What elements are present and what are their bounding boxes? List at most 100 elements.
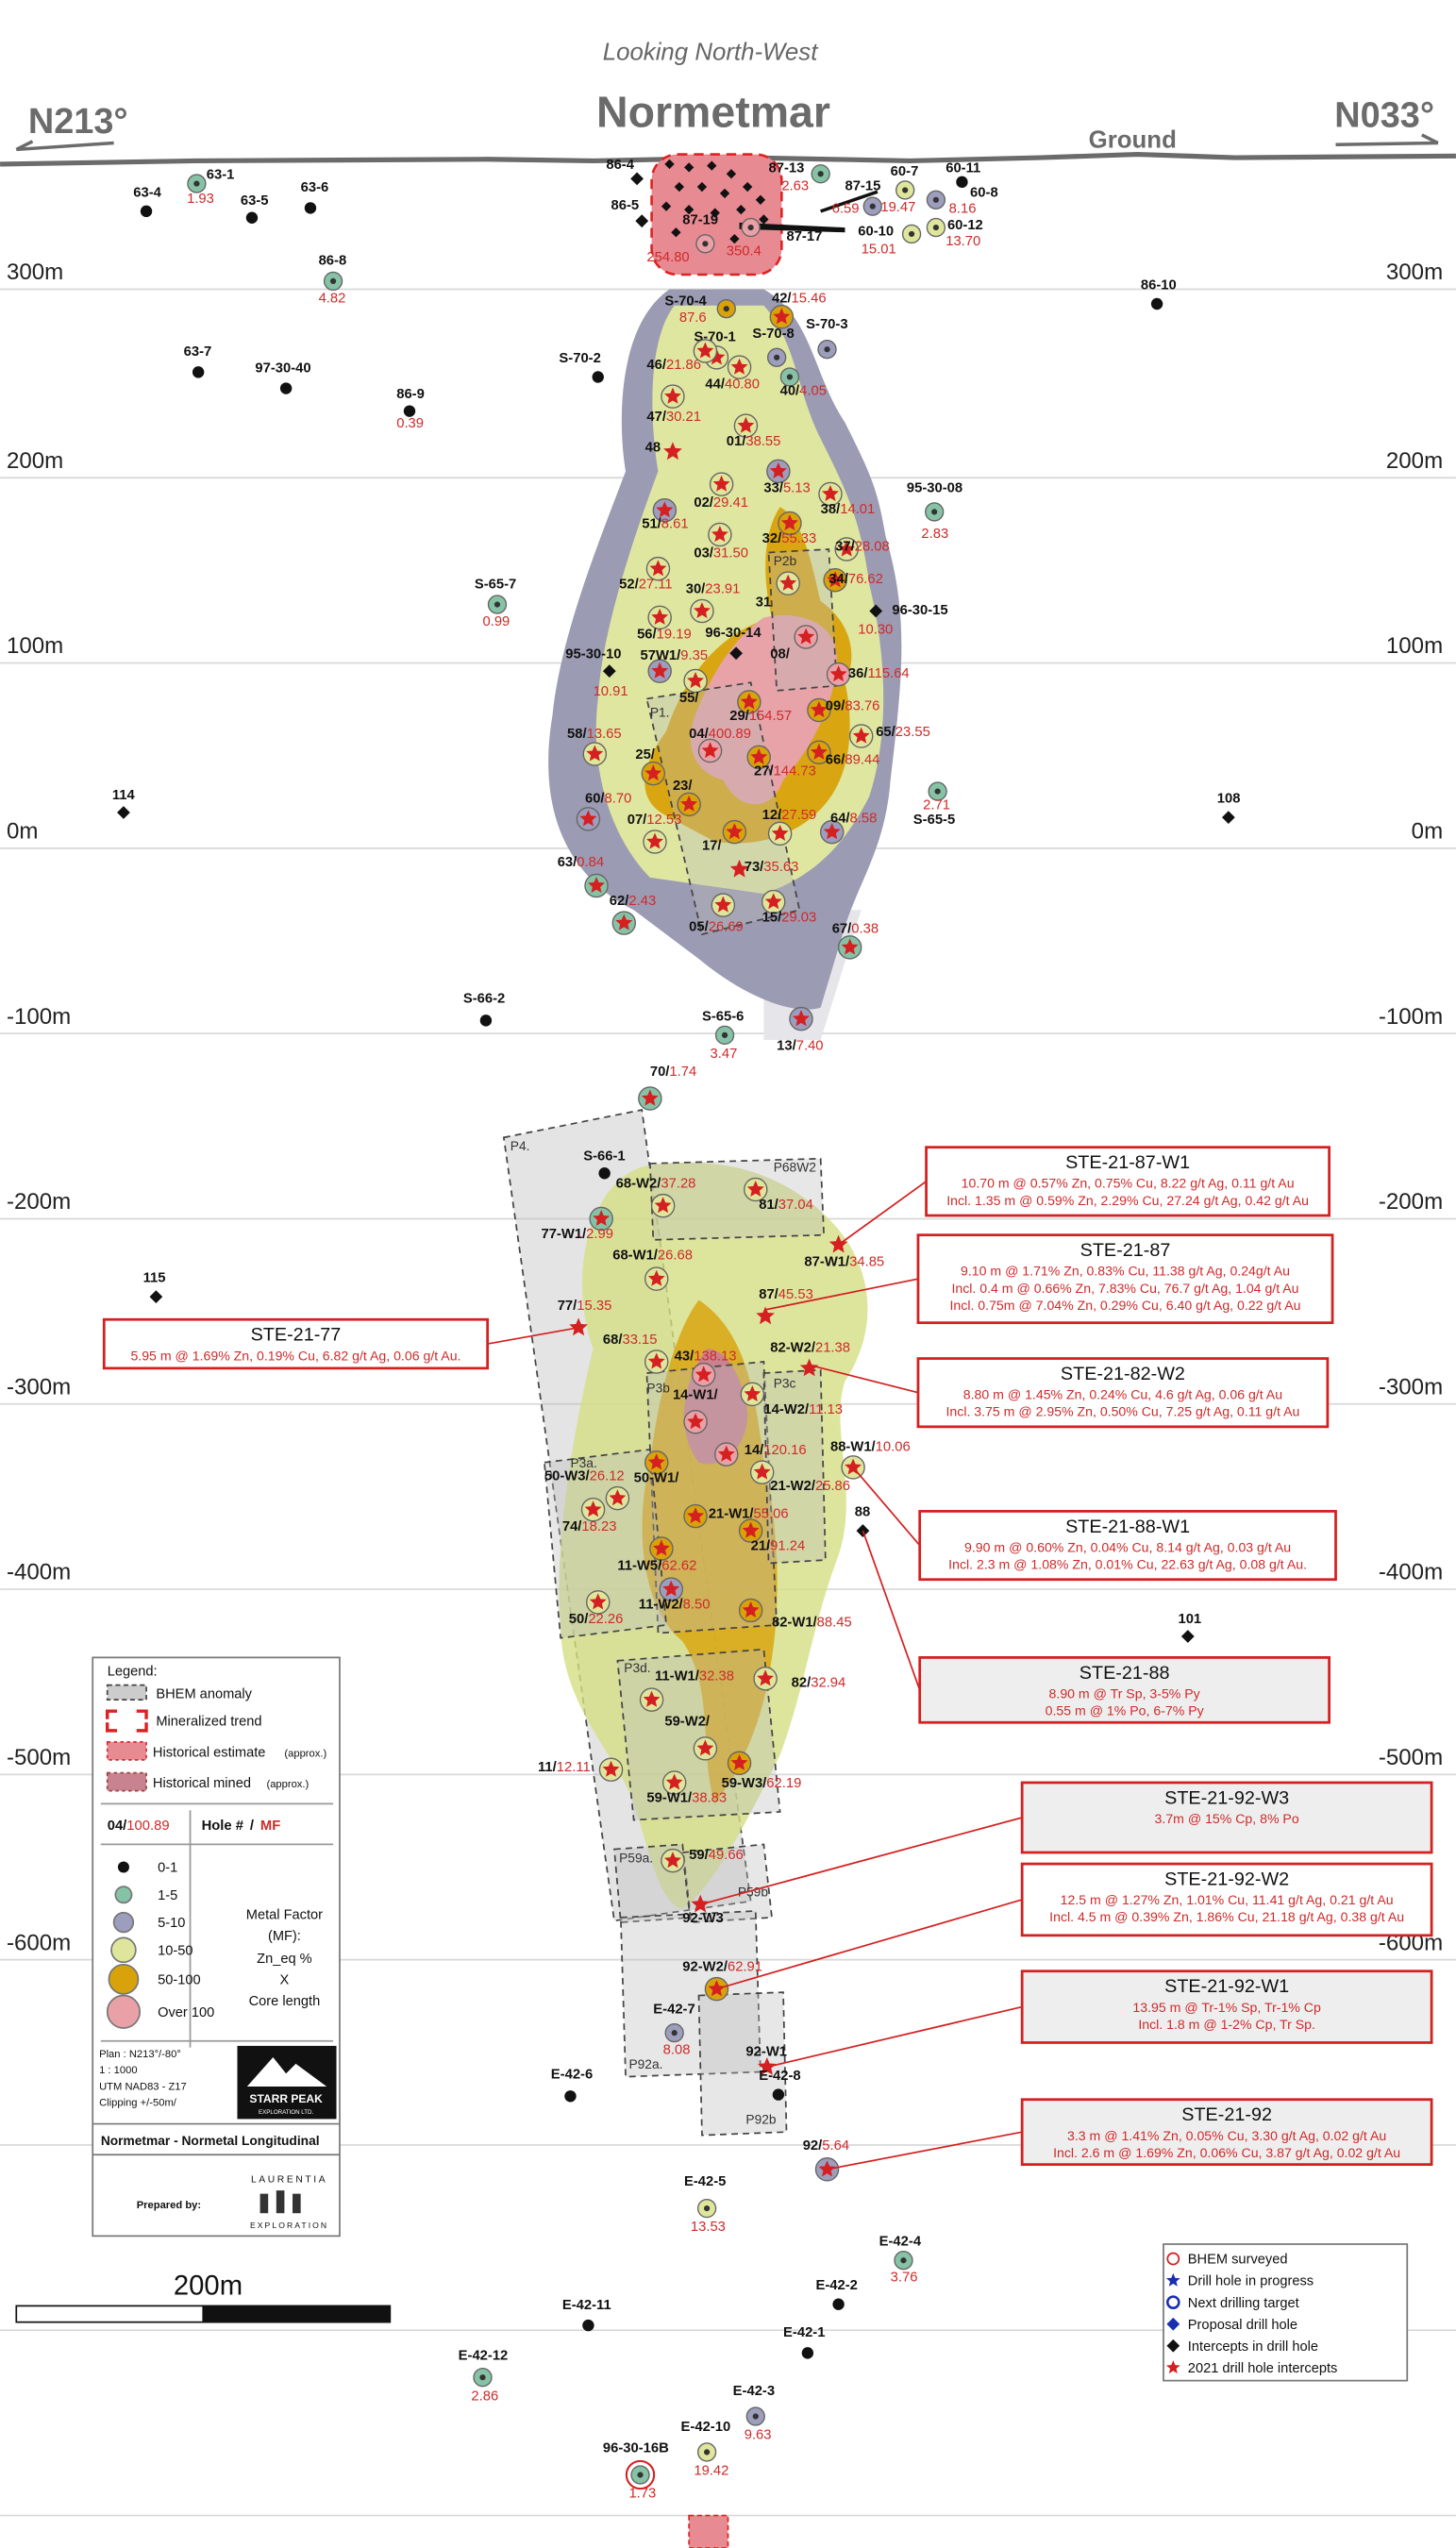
callout-line: Incl. 1.35 m @ 0.59% Zn, 2.29% Cu, 27.24… [946,1193,1309,1208]
hole-label: 87-15 [845,178,880,193]
callout-line: Incl. 3.75 m @ 2.95% Zn, 0.50% Cu, 7.25 … [946,1404,1300,1419]
hole-center [637,2472,644,2478]
hole-label: S-65-7 [475,577,516,592]
hole-center [723,306,729,312]
metal-factor: 8.50 [683,1598,711,1613]
symbol [1165,2295,1180,2309]
hole-label: 60-11 [946,161,980,176]
hole-id: 27/ [754,763,774,779]
hole-id: 46/ [646,358,666,373]
logo-text: EXPLORATION LTD. [259,2109,313,2116]
hole-label: E-42-1 [783,2325,825,2340]
class-swatch [110,1936,137,1964]
callout-line: 5.95 m @ 1.69% Zn, 0.19% Cu, 6.82 g/t Ag… [130,1348,460,1363]
zone-label: P3b [646,1382,670,1396]
hole-label: 86-4 [606,158,634,173]
class-label: 1-5 [158,1888,177,1903]
metal-factor: 1.73 [628,2487,656,2502]
metal-factor: 25.86 [815,1479,850,1494]
ground-line [0,151,1456,167]
hole-label: 87-W1/34.85 [804,1254,884,1269]
zone-label: P2b [774,554,797,568]
elevation-label: -400m [7,1560,71,1585]
hole-id: 02/ [694,495,713,511]
callout-line: 8.80 m @ 1.45% Zn, 0.24% Cu, 4.6 g/t Ag,… [963,1387,1282,1402]
intercept-star [769,461,787,478]
legend-icon [106,1684,147,1701]
metal-factor: 3.47 [711,1047,738,1062]
intercept-star [827,571,845,588]
metal-factor: 0.99 [482,614,510,629]
metal-factor: 27.59 [781,808,816,823]
intercept-star [588,876,605,894]
hole-label: 77-W1/2.99 [541,1227,613,1242]
metal-factor: 15.01 [862,243,896,258]
metal-factor: 400.89 [709,727,751,742]
hole-id: 14-W2/ [763,1402,809,1417]
section-name: Normetmar - Normetal Longitudinal [101,2134,320,2148]
hole-label: 70/1.74 [650,1064,696,1080]
metal-factor: 350.4 [727,243,761,259]
elevation-label: -300m [1379,1374,1443,1400]
symbol-label: Drill hole in progress [1188,2274,1314,2289]
elevation-label: 100m [7,633,63,659]
class-label: 0-1 [158,1861,177,1876]
callout-title: STE-21-88-W1 [1065,1517,1190,1537]
intercept-star [756,1306,775,1325]
hole-label: 63-4 [133,185,161,200]
metal-factor: 38.55 [745,434,780,449]
intercept-star [730,1753,748,1770]
hole-label: 44/40.80 [705,377,760,393]
hole-label: 88-W1/10.06 [830,1440,911,1455]
hole-label: 11-W1/32.38 [655,1668,734,1684]
metal-factor: 8.70 [605,792,632,807]
laurentia-logo: EXPLORATION [250,2221,328,2230]
callout-line: 12.5 m @ 1.27% Zn, 1.01% Cu, 11.41 g/t A… [1061,1892,1394,1907]
intercept-star [818,2160,836,2177]
hole-center [193,180,200,187]
drill-hole [140,205,153,218]
intercept-star [656,501,674,518]
hole-center [817,171,824,177]
intercept-star [646,832,663,849]
callout-title: STE-21-82-W2 [1061,1364,1185,1384]
hole-label: 95-30-10 [565,646,621,662]
zone-label: P4. [510,1139,530,1153]
metal-factor: 49.66 [709,1848,744,1863]
bhem-plate [645,1361,778,1634]
symbol [1165,2360,1180,2374]
hole-label: 86-8 [319,254,347,269]
metal-factor: 5.64 [822,2138,849,2154]
intercept-diamond [729,646,743,661]
elevation-label: 100m [1386,633,1443,659]
intercept-star [609,1489,627,1506]
hole-label: 60/8.70 [585,792,631,807]
hole-center [869,203,876,210]
hole-label: 29/154.57 [729,709,792,724]
mf-label: MF [260,1819,280,1834]
hole-id: 52/ [619,577,639,592]
intercept-star [647,1453,665,1470]
metal-factor: 2.63 [781,178,809,193]
callout-box [916,1233,1334,1325]
hole-id: 63/ [558,855,577,870]
intercept-star [569,1317,588,1336]
historical-intercepts [661,159,879,244]
hole-label: 86-10 [1141,278,1177,293]
drill-hole [304,202,317,214]
hole-label: 05/26.69 [689,920,744,935]
intercept-star [758,2056,777,2075]
hole-label: 64/8.58 [830,811,877,826]
metal-factor: 23.55 [895,725,930,740]
hole-center [934,788,941,795]
elevation-label: -500m [7,1745,71,1770]
metal-factor: 0.38 [851,921,879,936]
metal-factor: 8.61 [661,517,689,532]
hole-label: 59-W2/ [664,1715,710,1730]
metal-factor: 40.80 [725,377,760,393]
intercept-star [810,701,828,718]
callout-title: STE-21-92-W2 [1164,1869,1289,1889]
hole-label: 81/37.04 [759,1198,813,1213]
hole-label: 37/28.08 [835,540,890,555]
metal-factor: 26.12 [590,1469,625,1484]
